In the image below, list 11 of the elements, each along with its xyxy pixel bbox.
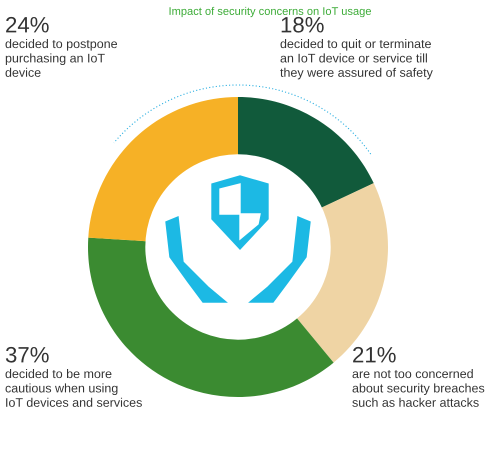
data-label: 21% <box>353 346 396 363</box>
slice-label: decided to be more cautious when using IoT devices and services <box>6 369 142 407</box>
data-label: 37% <box>6 346 49 363</box>
donut-slice <box>88 97 238 242</box>
data-label: 24% <box>6 16 49 33</box>
slice-label: are not too concerned about security breaches such as hacker attacks <box>352 369 484 407</box>
chart-title: Impact of security concerns on IoT usage <box>170 6 372 18</box>
slice-label: decided to postpone purchasing an IoT device <box>6 39 118 77</box>
donut-slice <box>238 97 374 209</box>
data-label: 18% <box>282 16 324 33</box>
slice-label: decided to quit or terminate an IoT device or service till they were assured of safety <box>280 39 433 80</box>
